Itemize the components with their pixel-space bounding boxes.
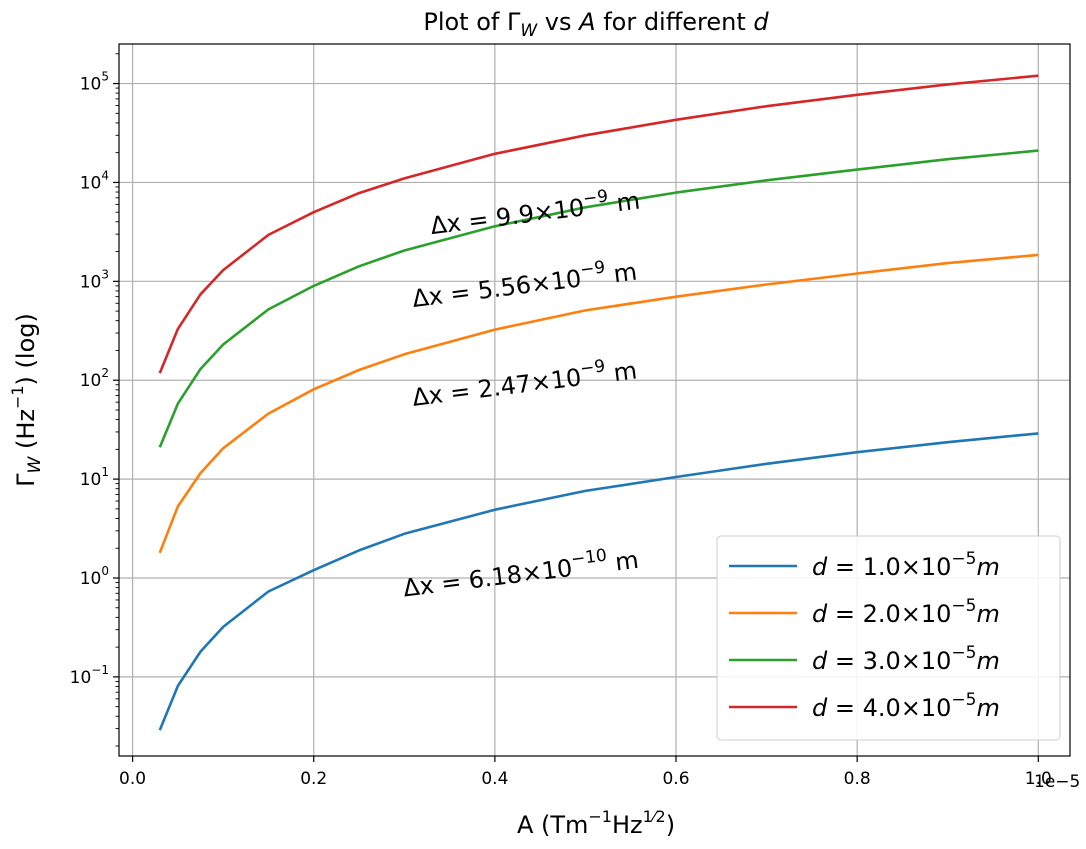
x-tick-label: 0.4 — [481, 769, 508, 789]
x-label-frac-bar: ⁄ — [650, 807, 659, 826]
legend-box — [716, 535, 1061, 741]
chart-title: Plot of ΓW vs A for different d — [423, 8, 769, 41]
legend-label: d = 1.0×10−5m — [812, 549, 1000, 581]
series-line-4 — [158, 74, 1039, 374]
legend-label: d = 3.0×10−5m — [812, 643, 1000, 675]
legend-label: d = 4.0×10−5m — [812, 690, 1000, 722]
y-tick-label: 100 — [80, 564, 109, 589]
y-tick-label: 103 — [80, 267, 109, 292]
legend-label: d = 2.0×10−5m — [812, 596, 1000, 628]
y-tick-label: 104 — [80, 168, 109, 193]
y-axis-label: ΓW (Hz−1) (log) — [8, 313, 45, 487]
grid — [119, 44, 1070, 756]
series-line-3 — [158, 149, 1039, 448]
y-tick-label: 101 — [80, 465, 109, 490]
x-tick-label: 1.0 — [1025, 769, 1052, 789]
x-tick-label: 0.6 — [662, 769, 689, 789]
series-line-1 — [158, 432, 1039, 731]
x-tick-label: 0.0 — [119, 769, 146, 789]
series-lines — [158, 74, 1039, 731]
x-tick-label: 0.8 — [844, 769, 871, 789]
x-axis-ticks: 0.0 0.2 0.4 0.6 0.8 1.0 — [119, 756, 1052, 789]
series-line-2 — [158, 253, 1039, 554]
y-tick-label: 10−1 — [70, 663, 109, 688]
plot-frame — [118, 43, 1071, 757]
y-tick-label: 105 — [80, 70, 109, 95]
x-tick-label: 0.2 — [300, 769, 327, 789]
x-axis-label: A (Tm−1Hz1⁄2) — [517, 807, 675, 839]
legend: d = 1.0×10−5m d = 2.0×10−5m d = 3.0×10−5m d… — [716, 535, 1061, 741]
y-axis-ticks: 10−1 100 101 102 103 104 105 — [70, 53, 119, 747]
y-tick-label: 102 — [80, 366, 109, 391]
x-offset-text: 1e−5 — [1034, 772, 1080, 792]
